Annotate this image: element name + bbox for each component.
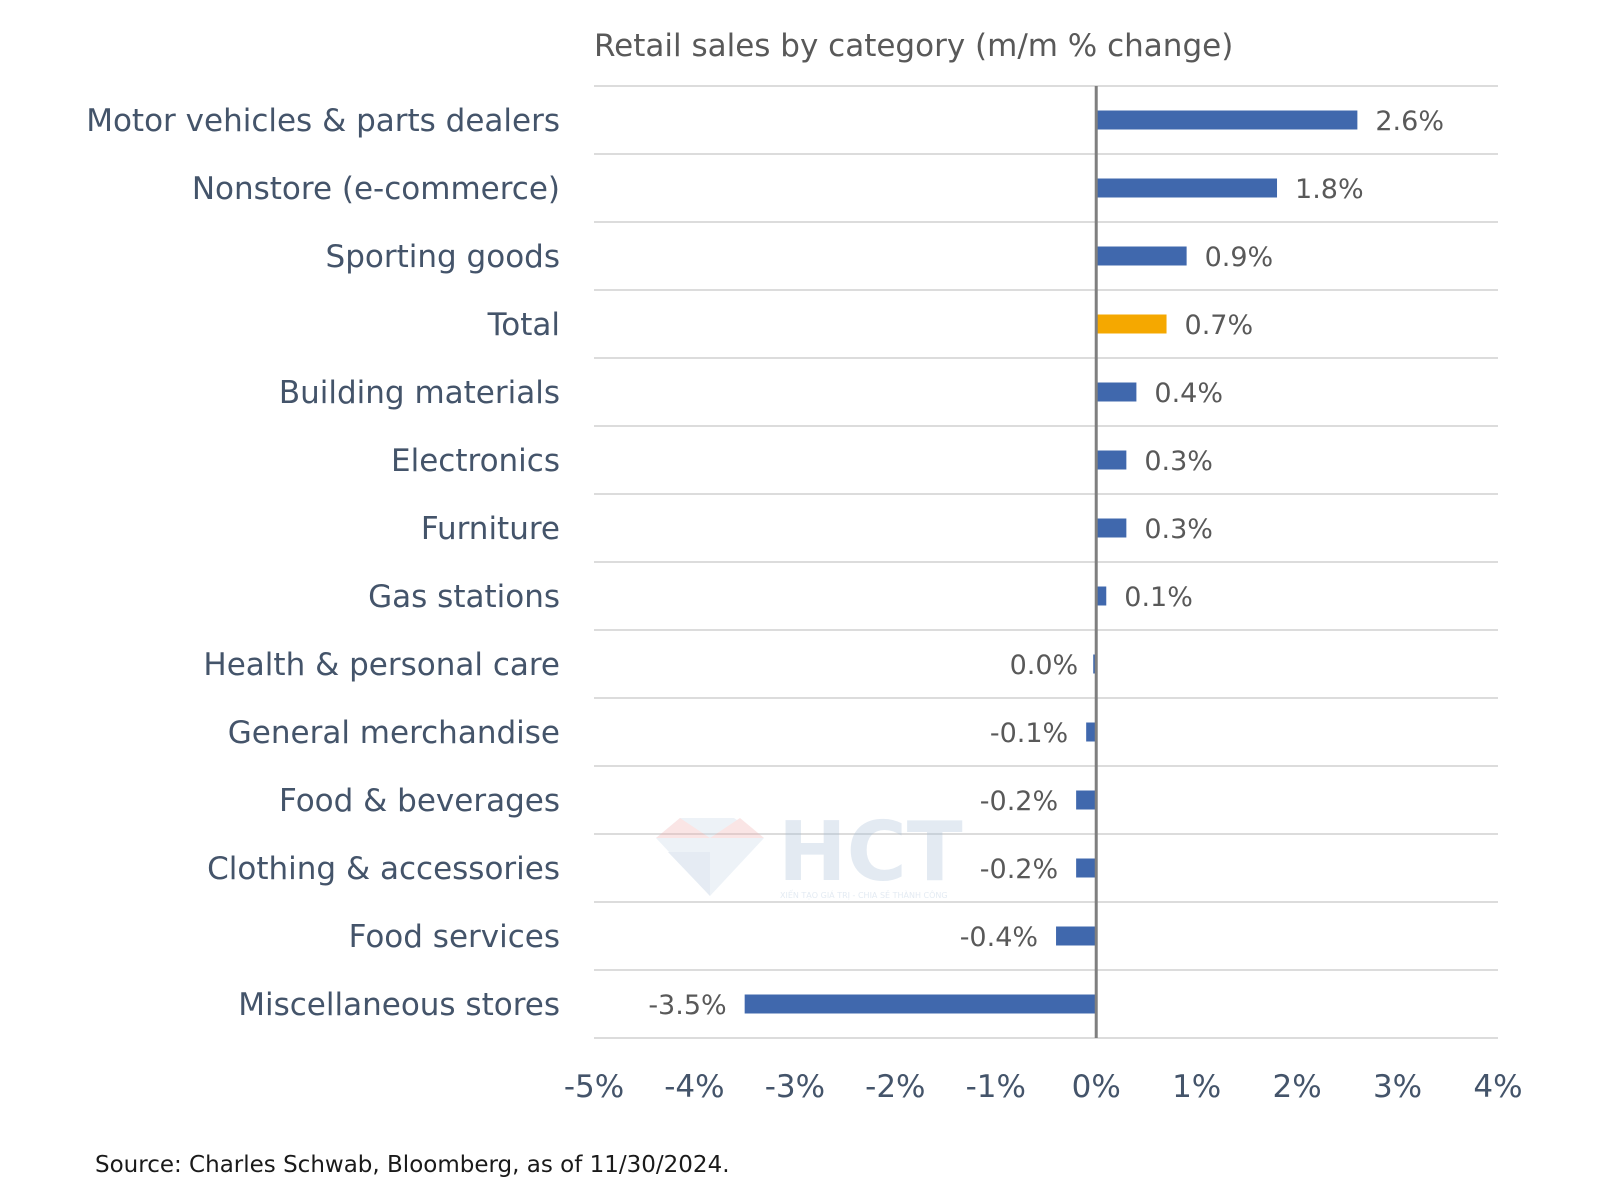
diamond-logo-facet-left <box>656 818 710 838</box>
x-tick-label: 2% <box>1273 1069 1322 1105</box>
bar <box>1076 858 1097 878</box>
bar <box>1096 314 1167 334</box>
diamond-logo-icon <box>656 818 764 896</box>
x-tick-label: -1% <box>966 1069 1026 1105</box>
diamond-logo-facet-right <box>710 818 764 838</box>
chart-title: Retail sales by category (m/m % change) <box>594 28 1233 64</box>
x-tick-label: 3% <box>1373 1069 1422 1105</box>
category-label: Food services <box>349 919 560 955</box>
bar <box>744 994 1097 1014</box>
category-label: Motor vehicles & parts dealers <box>86 103 560 139</box>
x-tick-label: 4% <box>1473 1069 1522 1105</box>
data-label: 0.7% <box>1185 310 1254 341</box>
x-tick-label: -4% <box>664 1069 724 1105</box>
data-label: 0.0% <box>1010 650 1079 681</box>
category-label: Health & personal care <box>203 647 560 683</box>
bars <box>744 110 1358 1014</box>
bar <box>1096 586 1107 606</box>
bar <box>1096 450 1127 470</box>
data-label: -3.5% <box>648 990 726 1021</box>
x-tick-label: 0% <box>1072 1069 1121 1105</box>
data-label: -0.1% <box>990 718 1068 749</box>
data-label: 0.1% <box>1124 582 1193 613</box>
data-label: 0.3% <box>1144 446 1213 477</box>
category-label: Food & beverages <box>279 783 560 819</box>
category-label: Total <box>487 307 560 343</box>
x-tick-label: -5% <box>564 1069 624 1105</box>
bar <box>1086 722 1097 742</box>
category-label: Electronics <box>391 443 560 479</box>
category-labels: Motor vehicles & parts dealers Nonstore (… <box>86 103 560 1023</box>
bar <box>1096 110 1358 130</box>
x-tick-label: -3% <box>765 1069 825 1105</box>
bar <box>1076 790 1097 810</box>
watermark-tagline: XIẾN TẠO GIÁ TRỊ - CHIA SẺ THÀNH CÔNG <box>780 889 948 901</box>
value-labels: 2.6% 1.8% 0.9% 0.7% 0.4% 0.3% 0.3% 0.1% 0.0% -0.1… <box>648 106 1444 1021</box>
x-tick-label: -2% <box>865 1069 925 1105</box>
data-label: 0.3% <box>1144 514 1213 545</box>
bar <box>1096 518 1127 538</box>
bar <box>1096 382 1137 402</box>
data-label: 2.6% <box>1375 106 1444 137</box>
data-label: -0.2% <box>980 786 1058 817</box>
category-label: Nonstore (e-commerce) <box>192 171 560 207</box>
category-label: Clothing & accessories <box>207 851 560 887</box>
bar <box>1096 178 1278 198</box>
diamond-logo-facet-bottom <box>668 852 710 896</box>
bar <box>1096 246 1187 266</box>
category-label: Building materials <box>279 375 560 411</box>
x-tick-label: 1% <box>1172 1069 1221 1105</box>
category-label: Sporting goods <box>326 239 560 275</box>
source-note: Source: Charles Schwab, Bloomberg, as of… <box>95 1152 730 1178</box>
category-label: General merchandise <box>228 715 560 751</box>
data-label: 0.4% <box>1154 378 1223 409</box>
hct-watermark-logo: HCT XIẾN TẠO GIÁ TRỊ - CHIA SẺ THÀNH CÔN… <box>656 805 963 901</box>
category-label: Gas stations <box>368 579 560 615</box>
category-label: Furniture <box>421 511 560 547</box>
x-axis-tick-labels: -5% -4% -3% -2% -1% 0% 1% 2% 3% 4% <box>564 1069 1523 1105</box>
data-label: -0.4% <box>960 922 1038 953</box>
watermark-logo-text: HCT <box>778 805 963 900</box>
bar <box>1056 926 1097 946</box>
category-label: Miscellaneous stores <box>238 987 560 1023</box>
grid-lines <box>594 85 1498 1039</box>
data-label: 0.9% <box>1205 242 1274 273</box>
data-label: -0.2% <box>980 854 1058 885</box>
data-label: 1.8% <box>1295 174 1364 205</box>
